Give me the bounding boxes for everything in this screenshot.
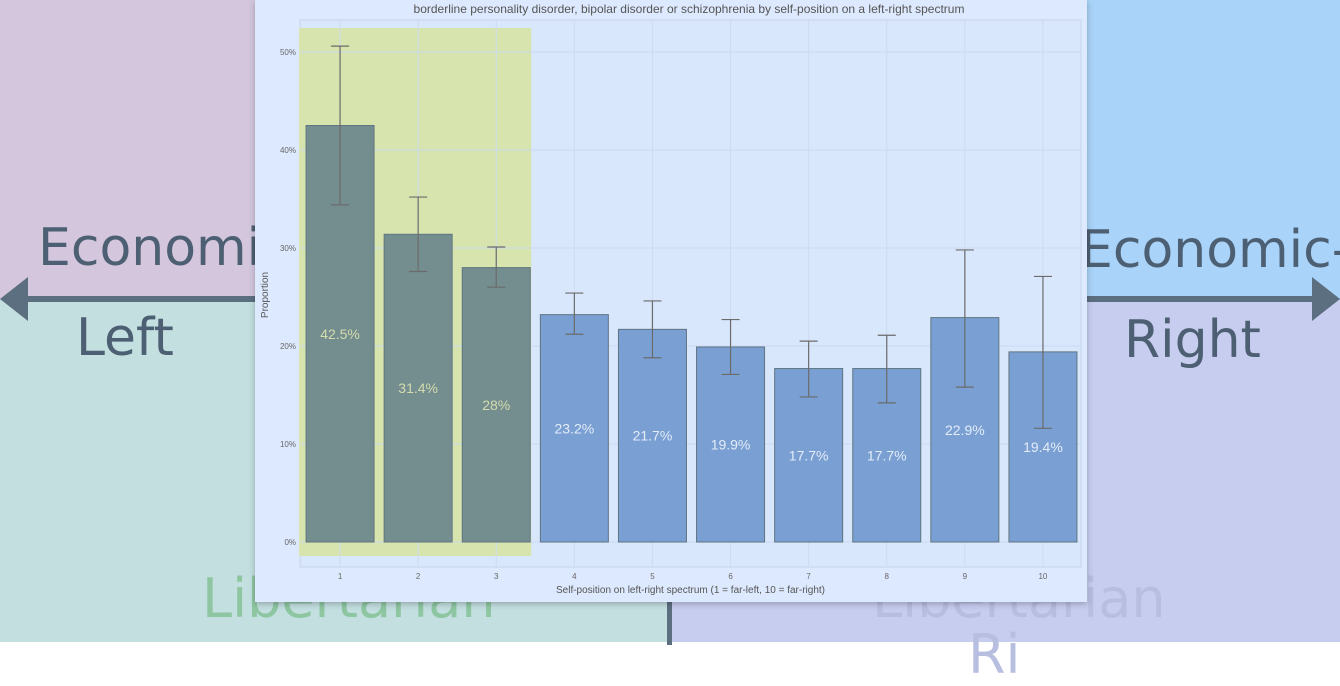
bar <box>617 328 687 543</box>
arrow-right-icon <box>1312 277 1340 321</box>
bar <box>461 267 531 543</box>
bar-value-label: 19.4% <box>1023 439 1063 455</box>
bar-value-label: 42.5% <box>320 326 360 342</box>
x-tick-label: 1 <box>338 572 343 581</box>
bar-value-label: 28% <box>482 397 510 413</box>
y-tick-label: 50% <box>280 48 296 57</box>
x-tick-label: 7 <box>806 572 811 581</box>
bar-value-label: 21.7% <box>633 428 673 444</box>
x-tick-label: 3 <box>494 572 499 581</box>
chart-card: borderline personality disorder, bipolar… <box>255 0 1087 602</box>
y-tick-label: 10% <box>280 440 296 449</box>
bar-value-label: 17.7% <box>867 447 907 463</box>
bar-chart: borderline personality disorder, bipolar… <box>260 2 1082 596</box>
chart-title: borderline personality disorder, bipolar… <box>414 2 965 16</box>
economic-right-label: Economic- <box>1080 220 1340 280</box>
right-label: Right <box>1124 310 1261 370</box>
bar <box>696 346 766 543</box>
libertarian-right-partial-label: Ri <box>968 623 1021 686</box>
bar-value-label: 31.4% <box>398 380 438 396</box>
x-tick-label: 6 <box>728 572 733 581</box>
y-tick-label: 20% <box>280 342 296 351</box>
bar-value-label: 23.2% <box>554 420 594 436</box>
bar-value-label: 22.9% <box>945 422 985 438</box>
economic-left-label: Economi <box>38 218 262 278</box>
bar-value-label: 17.7% <box>789 447 829 463</box>
left-label: Left <box>76 308 174 368</box>
bar <box>383 233 453 543</box>
x-tick-label: 2 <box>416 572 421 581</box>
bar-value-label: 19.9% <box>711 436 751 452</box>
x-tick-label: 8 <box>885 572 890 581</box>
y-tick-label: 0% <box>284 538 296 547</box>
y-axis-title: Proportion <box>260 272 271 318</box>
x-axis-title: Self-position on left-right spectrum (1 … <box>556 585 825 596</box>
x-tick-label: 5 <box>650 572 655 581</box>
y-tick-label: 30% <box>280 244 296 253</box>
x-tick-label: 4 <box>572 572 577 581</box>
x-tick-label: 9 <box>963 572 968 581</box>
y-tick-label: 40% <box>280 146 296 155</box>
arrow-left-icon <box>0 277 28 321</box>
x-tick-label: 10 <box>1038 572 1047 581</box>
